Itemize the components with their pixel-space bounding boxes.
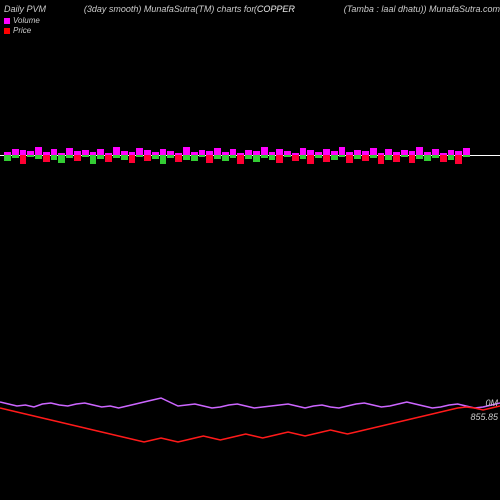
bar [222,135,229,175]
bar [261,135,268,175]
bar [27,135,34,175]
bar [82,135,89,175]
bar-group [4,135,470,175]
bar [362,135,369,175]
bar [416,135,423,175]
bar [43,135,50,175]
bar [401,135,408,175]
bar [160,135,167,175]
bar [129,135,136,175]
chart-area: 0M 855.85 [0,0,500,500]
bar [97,135,104,175]
bar [354,135,361,175]
chart-container: Daily PVM (3day smooth) MunafaSutra(TM) … [0,0,500,500]
bar [448,135,455,175]
bar [144,135,151,175]
bar [269,135,276,175]
bar [378,135,385,175]
bar [35,135,42,175]
bar [292,135,299,175]
bar [276,135,283,175]
bar [409,135,416,175]
bar [455,135,462,175]
bar [191,135,198,175]
bar [370,135,377,175]
bar [307,135,314,175]
bar [440,135,447,175]
bar [66,135,73,175]
bar [463,135,470,175]
bar [183,135,190,175]
bar [323,135,330,175]
volume-end-label: 0M [485,398,498,408]
bar [315,135,322,175]
bar [121,135,128,175]
bar [339,135,346,175]
price-line [0,406,500,442]
bar [113,135,120,175]
line-plot [0,390,500,480]
bar [432,135,439,175]
bar [51,135,58,175]
bar [331,135,338,175]
bar [167,135,174,175]
bar [199,135,206,175]
bar [105,135,112,175]
bar [230,135,237,175]
bar [385,135,392,175]
bar [300,135,307,175]
price-end-label: 855.85 [470,412,498,422]
bar [214,135,221,175]
bar [424,135,431,175]
bar [58,135,65,175]
bar [253,135,260,175]
bar [152,135,159,175]
bar [175,135,182,175]
bar [206,135,213,175]
bar [4,135,11,175]
bar [74,135,81,175]
bar [284,135,291,175]
bar [136,135,143,175]
bar [245,135,252,175]
bar [346,135,353,175]
bar [12,135,19,175]
bar [90,135,97,175]
bar [393,135,400,175]
bar [237,135,244,175]
bar [20,135,27,175]
volume-line [0,398,500,408]
